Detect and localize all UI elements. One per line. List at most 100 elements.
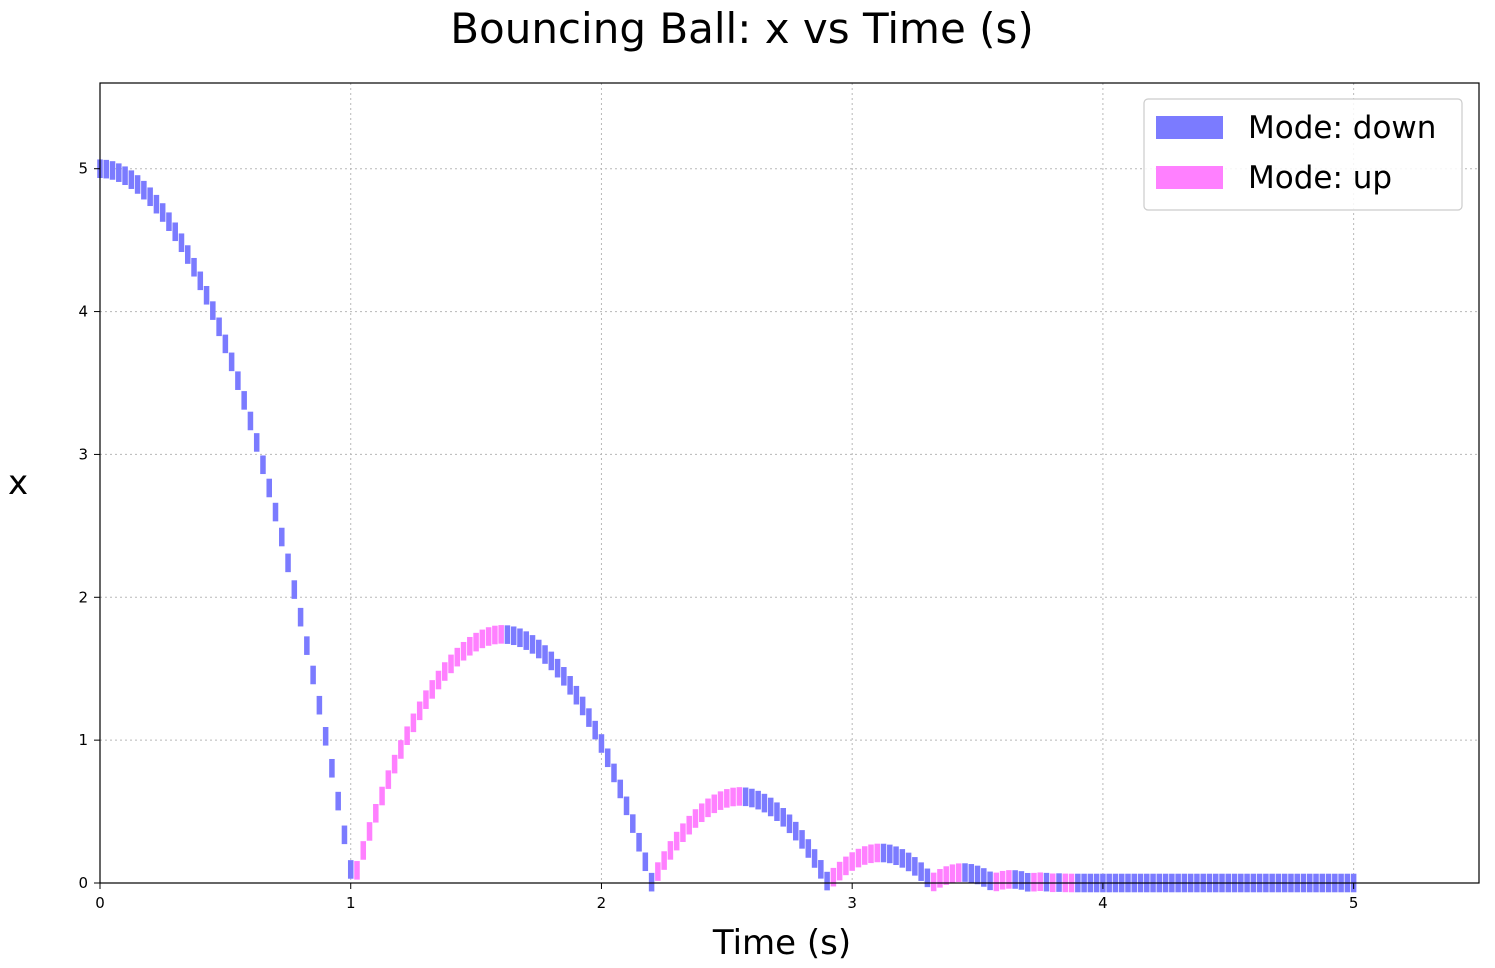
bar-mode-up <box>473 632 479 652</box>
bar-mode-up <box>686 815 692 835</box>
bar-mode-up <box>410 713 417 733</box>
bar-mode-down <box>210 301 216 320</box>
bar-mode-down <box>153 194 160 214</box>
bar-mode-down <box>159 203 166 222</box>
bar-mode-down <box>335 791 341 811</box>
bar-mode-down <box>279 527 285 547</box>
bar-mode-up <box>736 787 743 806</box>
y-tick-label: 0 <box>78 874 88 892</box>
x-tick-label: 5 <box>1349 894 1359 912</box>
bar-mode-down <box>272 502 279 522</box>
bar-mode-down <box>887 844 893 864</box>
bar-mode-up <box>460 641 467 661</box>
bar-mode-down <box>116 163 122 182</box>
bar-mode-down <box>122 166 128 186</box>
bar-mode-down <box>184 245 191 264</box>
bar-mode-down <box>510 626 517 646</box>
bar-mode-down <box>147 187 153 207</box>
bar-mode-up <box>366 822 373 841</box>
bar-mode-up <box>730 787 736 807</box>
bar-mode-down <box>197 271 204 291</box>
bar-mode-up <box>385 770 392 789</box>
bar-mode-up <box>435 670 442 690</box>
bar-mode-up <box>849 852 855 871</box>
x-tick-label: 1 <box>346 894 356 912</box>
bar-mode-down <box>141 180 147 200</box>
bar-mode-down <box>222 334 229 354</box>
bar-mode-down <box>542 645 548 664</box>
bar-mode-up <box>937 869 943 888</box>
bar-mode-down <box>517 628 523 648</box>
bar-mode-up <box>692 809 699 828</box>
bar-mode-up <box>711 794 718 814</box>
bar-mode-up <box>479 629 486 649</box>
bar-mode-up <box>673 831 680 851</box>
y-axis-label: x <box>8 463 28 503</box>
bar-mode-down <box>573 685 580 705</box>
bar-mode-down <box>172 222 178 242</box>
bar-mode-down <box>341 825 348 845</box>
bar-mode-down <box>824 871 830 891</box>
bar-mode-up <box>943 866 949 885</box>
bar-mode-up <box>830 867 837 887</box>
bar-mode-up <box>373 804 379 823</box>
bar-mode-up <box>416 701 423 721</box>
bar-mode-down <box>648 872 655 892</box>
x-axis-label: Time (s) <box>712 923 851 963</box>
bar-mode-up <box>868 844 874 864</box>
bar-mode-down <box>761 793 768 813</box>
bar-mode-down <box>592 720 598 740</box>
bar-mode-down <box>329 758 335 778</box>
x-tick-label: 4 <box>1098 894 1108 912</box>
bar-mode-down <box>1043 872 1050 892</box>
bar-mode-down <box>623 796 630 816</box>
y-axis-ticks: 0 1 2 3 4 5 <box>78 160 100 892</box>
bar-mode-down <box>905 852 912 872</box>
y-tick-label: 3 <box>78 445 88 463</box>
x-tick-label: 0 <box>95 894 105 912</box>
bar-mode-up <box>705 798 711 818</box>
bar-mode-up <box>360 841 367 860</box>
bar-mode-up <box>667 841 674 860</box>
legend-label-down: Mode: down <box>1248 110 1436 146</box>
bar-mode-down <box>981 868 987 887</box>
bar-mode-down <box>962 863 968 882</box>
legend-label-up: Mode: up <box>1248 160 1392 196</box>
bar-mode-down <box>611 763 617 783</box>
bar-mode-down <box>285 553 291 573</box>
bar-mode-down <box>253 433 260 452</box>
bar-mode-down <box>579 696 586 716</box>
bar-mode-down <box>1012 870 1018 889</box>
y-tick-label: 2 <box>78 588 88 606</box>
bar-mode-up <box>354 861 360 880</box>
bar-mode-down <box>322 727 329 746</box>
bar-mode-down <box>924 868 931 888</box>
bar-mode-up <box>1031 872 1037 892</box>
bar-mode-down <box>755 790 761 810</box>
bar-mode-down <box>523 631 529 650</box>
bar-mode-down <box>1018 871 1025 890</box>
bar-mode-down <box>767 797 774 817</box>
bar-mode-up <box>949 864 956 883</box>
bar-mode-up <box>404 726 410 745</box>
bar-mode-up <box>1006 870 1012 889</box>
bar-mode-down <box>974 865 981 885</box>
legend-swatch-up <box>1156 166 1223 189</box>
bar-mode-down <box>216 317 222 337</box>
bar-mode-down <box>630 814 636 833</box>
bar-mode-up <box>861 846 868 865</box>
bar-mode-down <box>749 788 755 808</box>
bar-mode-up <box>680 823 686 842</box>
bar-mode-up <box>423 690 429 709</box>
legend-box <box>1143 98 1463 211</box>
bar-mode-down <box>529 635 536 654</box>
bar-mode-down <box>291 580 298 599</box>
bar-mode-down <box>617 779 624 799</box>
bar-mode-up <box>855 848 862 868</box>
bar-mode-down <box>774 802 780 821</box>
bar-mode-up <box>448 654 454 674</box>
bar-mode-down <box>504 625 511 644</box>
x-axis-ticks: 0 1 2 3 4 5 <box>95 883 1358 912</box>
bar-mode-down <box>235 371 241 390</box>
